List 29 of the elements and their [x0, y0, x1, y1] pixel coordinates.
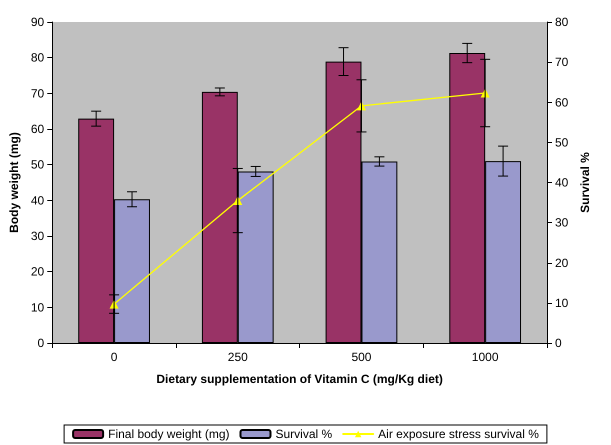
y-tick-label: 40: [30, 193, 45, 208]
y2-tick-label: 20: [555, 256, 569, 270]
y2-tick-label: 30: [555, 216, 569, 230]
y-tick-label: 0: [38, 336, 45, 350]
y2-tick-label: 50: [555, 135, 569, 150]
y-tick-label: 20: [30, 264, 45, 279]
legend-label: Air exposure stress survival %: [378, 427, 540, 441]
y2-tick-label: 10: [555, 296, 569, 310]
y-tick-label: 90: [30, 15, 45, 29]
legend-label: Survival %: [275, 427, 333, 441]
y2-axis-title: Survival %: [578, 152, 592, 213]
legend-label: Final body weight (mg): [108, 427, 230, 441]
y-tick-label: 70: [30, 86, 45, 100]
y-tick-label: 30: [30, 229, 45, 243]
y2-tick-label: 70: [555, 55, 569, 70]
x-tick-label: 250: [228, 350, 248, 364]
y-tick-label: 60: [30, 122, 45, 136]
y2-tick-label: 0: [555, 336, 562, 350]
y2-tick-label: 80: [555, 15, 569, 29]
x-tick-label: 500: [351, 350, 372, 364]
x-axis-title: Dietary supplementation of Vitamin C (mg/Kg diet): [156, 372, 443, 386]
x-tick-label: 1000: [472, 350, 499, 364]
y-axis-title: Body weight (mg): [7, 132, 21, 233]
x-tick-label: 0: [110, 350, 118, 364]
y-tick-label: 50: [30, 158, 45, 172]
y-tick-label: 80: [30, 50, 45, 65]
y2-tick-label: 40: [555, 176, 569, 190]
y-tick-label: 10: [30, 300, 45, 314]
y2-tick-label: 60: [555, 95, 569, 110]
